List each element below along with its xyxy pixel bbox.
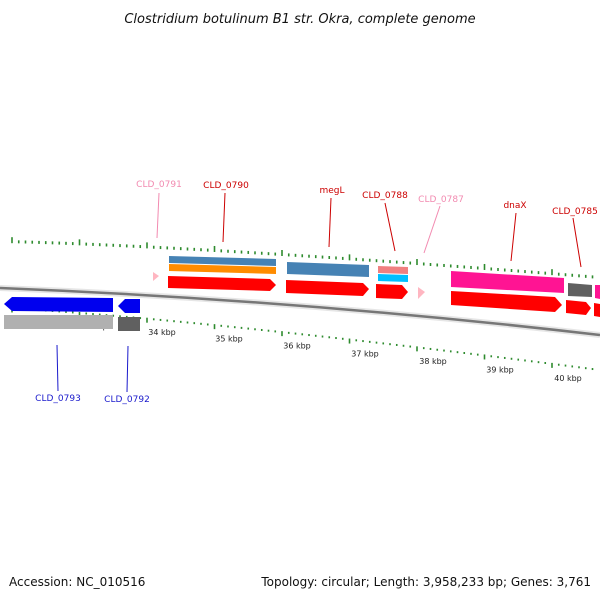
kbp-tick-label: 39 kbp [486,365,514,374]
label-cld0792[interactable]: CLD_0792 [104,395,150,405]
kbp-tick-label: 34 kbp [148,328,176,337]
gene-cld0790-steelblue[interactable] [169,256,276,266]
accession-text: Accession: NC_010516 [9,575,145,589]
leader-cld0793 [56,344,59,392]
leader-cld0790 [222,192,226,243]
leader-cld0791 [156,192,160,239]
kbp-tick-label: 40 kbp [554,374,582,383]
label-leaders [56,192,582,393]
gene-cld0792-gray[interactable] [118,317,140,331]
kbp-tick-label: 35 kbp [215,335,243,344]
genome-backbone-line [0,286,600,337]
gene-cld0793-cds[interactable] [4,297,113,312]
top-tick-marks [11,237,594,279]
gene-cld0791-feature[interactable] [153,272,159,281]
gene-cld0787-feature[interactable] [418,287,425,299]
kbp-tick-label: 37 kbp [351,349,379,358]
gene-cld0788-cds[interactable] [376,284,408,299]
gene-cld0790-orange[interactable] [169,264,276,274]
leader-cld0787 [423,205,441,254]
leader-cld0788 [384,202,396,252]
leader-cld0792 [126,345,129,393]
gene-cld0785-darkgray[interactable] [568,283,592,297]
gene-dnax-cds[interactable] [451,291,562,312]
label-megl[interactable]: megL [319,186,344,196]
label-cld0787[interactable]: CLD_0787 [418,195,464,205]
gene-cld0788-salmon[interactable] [378,266,408,274]
gene-cld0788-cyan[interactable] [378,274,408,282]
kbp-tick-label: 36 kbp [283,342,311,351]
gene-dnax-magenta[interactable] [451,271,564,293]
label-cld0790[interactable]: CLD_0790 [203,181,249,191]
label-cld0788[interactable]: CLD_0788 [362,191,408,201]
genome-title: Clostridium botulinum B1 str. Okra, comp… [124,12,475,27]
label-cld0785[interactable]: CLD_0785 [552,207,598,217]
leader-cld0785 [572,217,582,268]
gene-megl-steelblue[interactable] [287,262,369,277]
bottom-tick-marks [11,307,594,371]
gene-cld0792-cds[interactable] [118,299,140,313]
label-dnax[interactable]: dnaX [503,201,526,211]
label-cld0791[interactable]: CLD_0791 [136,180,182,190]
gene-cld0790-cds[interactable] [168,276,276,291]
leader-dnax [510,212,517,262]
gene-labels: CLD_0791 CLD_0790 megL CLD_0788 CLD_0787… [35,180,598,405]
forward-features [153,256,600,317]
kbp-tick-label: 38 kbp [419,357,447,366]
gene-next-cds-partial[interactable] [594,303,600,317]
leader-megl [328,197,332,248]
genome-summary-text: Topology: circular; Length: 3,958,233 bp… [260,575,591,589]
label-cld0793[interactable]: CLD_0793 [35,394,81,404]
reverse-features [4,297,140,331]
gene-megl-cds[interactable] [286,280,369,296]
gene-next-magenta-partial[interactable] [595,285,600,299]
gene-cld0785-cds[interactable] [566,300,591,315]
gene-cld0793-gray[interactable] [4,315,113,329]
